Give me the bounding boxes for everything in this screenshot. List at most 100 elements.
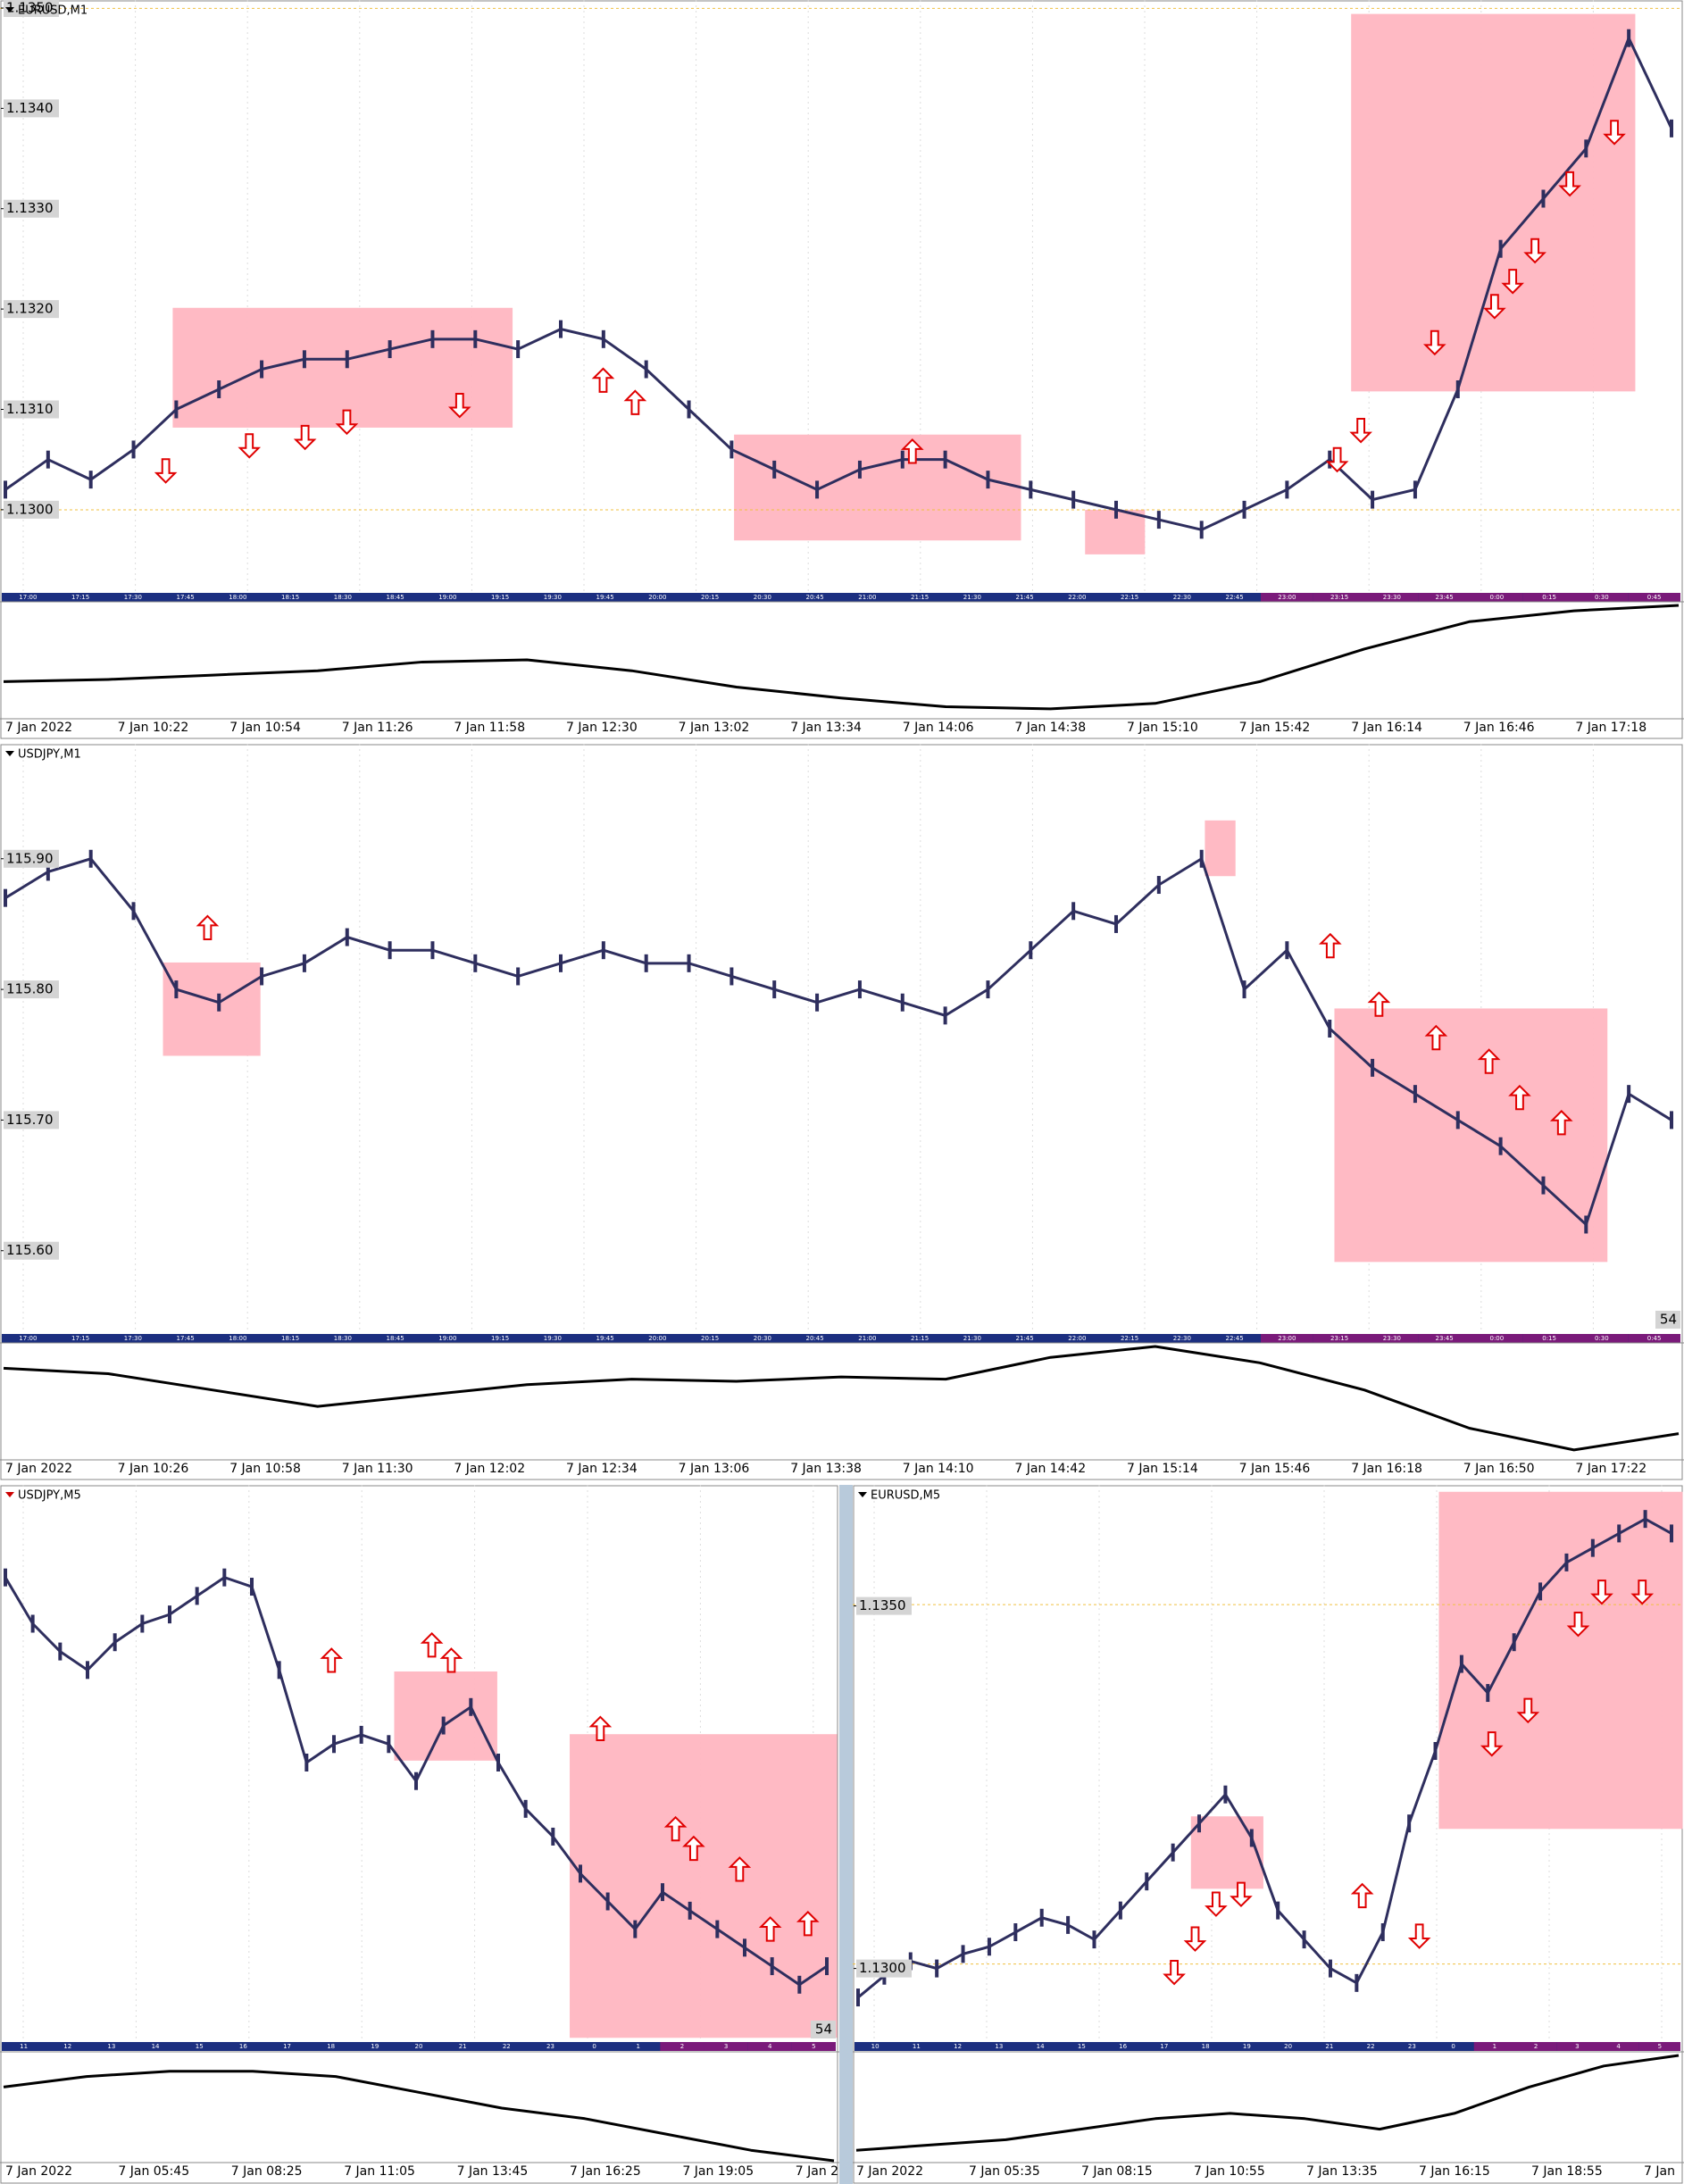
x-tick-label: 7 Jan 08:25: [231, 2164, 303, 2179]
session-label: 4: [1616, 2043, 1621, 2050]
x-tick-label: 7 Jan 12:30: [566, 721, 638, 735]
session-label: 0:00: [1490, 594, 1505, 601]
x-tick-label: 7 Jan 08:15: [1081, 2164, 1153, 2179]
title-marker: [858, 1492, 867, 1497]
session-label: 2: [1534, 2043, 1538, 2050]
session-label: 22: [1367, 2043, 1375, 2050]
x-tick-label: 7 Jan 2022: [856, 2164, 923, 2179]
arrow-up: [1603, 120, 1626, 146]
y-label-bg: [4, 99, 59, 118]
session-label: 10: [871, 2043, 880, 2050]
session-label: 18:15: [281, 594, 299, 601]
session-label: 17:15: [71, 1335, 89, 1342]
session-label: 18:00: [229, 594, 246, 601]
x-tick-label: 7 Jan 10:22: [118, 721, 189, 735]
arrow-up: [1325, 446, 1349, 473]
arrow-down: [196, 914, 220, 940]
panel-frame: [0, 1485, 838, 2184]
x-tick-label: 7 Jan 14:10: [903, 1462, 974, 1476]
arrow-up: [1590, 1580, 1613, 1605]
session-label: 13: [995, 2043, 1003, 2050]
session-label: 20: [415, 2043, 423, 2050]
y-label-bg: [4, 1241, 59, 1260]
session-label: 23:00: [1278, 1335, 1296, 1342]
session-label: 19:15: [491, 594, 509, 601]
session-label: 21:15: [911, 1335, 929, 1342]
session-label: 19:15: [491, 1335, 509, 1342]
session-label: 15: [196, 2043, 204, 2050]
session-label: 21: [1325, 2043, 1333, 2050]
session-label: 22: [503, 2043, 511, 2050]
y-tick-label: 115.90: [6, 850, 54, 866]
x-tick-label: 7 Jan 17:18: [1575, 721, 1646, 735]
session-seg: [1522, 1334, 1576, 1343]
session-label: 23: [1408, 2043, 1416, 2050]
x-tick-label: 7 Jan 17:22: [1575, 1462, 1646, 1476]
arrow-down: [591, 367, 615, 393]
session-label: 15: [1078, 2043, 1086, 2050]
arrow-up: [1349, 418, 1372, 444]
session-seg: [1638, 2042, 1680, 2051]
x-tick-label: 7 Jan 11:05: [344, 2164, 415, 2179]
session-label: 17: [283, 2043, 291, 2050]
session-label: 5: [1658, 2043, 1662, 2050]
session-label: 17:00: [19, 1335, 37, 1342]
session-label: 20:30: [754, 594, 771, 601]
session-label: 18: [327, 2043, 335, 2050]
session-label: 17:15: [71, 594, 89, 601]
session-seg: [1261, 1334, 1313, 1343]
session-seg: [1575, 1334, 1629, 1343]
corner-bg: [811, 2021, 836, 2038]
session-label: 23:15: [1330, 594, 1348, 601]
session-label: 18:45: [387, 594, 404, 601]
arrow-up: [154, 458, 178, 484]
session-seg: [1313, 593, 1366, 602]
session-label: 23:15: [1330, 1335, 1348, 1342]
panel-frame: [0, 0, 1683, 739]
y-label-bg: [4, 199, 59, 218]
title-marker: [5, 7, 14, 13]
session-label: 0:45: [1647, 1335, 1662, 1342]
x-tick-label: 7 Jan 15:10: [1127, 721, 1198, 735]
session-label: 0:00: [1490, 1335, 1505, 1342]
session-label: 23: [546, 2043, 554, 2050]
arrow-down: [1508, 1084, 1531, 1111]
session-label: 19:00: [438, 1335, 456, 1342]
arrow-down: [1477, 1048, 1501, 1074]
arrow-up: [335, 409, 359, 436]
arrow-up: [1183, 1926, 1207, 1952]
x-tick-label: 7 Jan 15:46: [1239, 1462, 1311, 1476]
arrow-up: [1630, 1580, 1655, 1605]
panel-frame: [853, 1485, 1683, 2184]
session-seg: [1471, 593, 1523, 602]
x-tick-label: 7 Jan 14:06: [903, 721, 974, 735]
session-label: 16: [239, 2043, 247, 2050]
session-label: 17: [1160, 2043, 1168, 2050]
session-label: 22:00: [1068, 594, 1086, 601]
arrow-up: [1163, 1959, 1186, 1986]
session-label: 20:00: [648, 1335, 666, 1342]
session-label: 22:30: [1173, 1335, 1191, 1342]
corner-label: 54: [1660, 1312, 1677, 1328]
x-tick-label: 7 Jan 12:34: [566, 1462, 638, 1476]
session-label: 18: [1202, 2043, 1210, 2050]
session-label: 14: [152, 2043, 160, 2050]
session-label: 20:15: [701, 1335, 719, 1342]
chart-title: EURUSD,M5: [871, 1489, 940, 1503]
session-label: 21:45: [1016, 1335, 1034, 1342]
y-tick-label: 1.1330: [6, 200, 54, 216]
session-seg: [747, 2042, 792, 2051]
arrow-down: [728, 1856, 752, 1882]
arrow-up: [238, 433, 262, 459]
session-label: 21:45: [1016, 594, 1034, 601]
session-label: 23:45: [1436, 594, 1454, 601]
arrow-up: [1480, 1731, 1504, 1757]
arrow-up: [1205, 1891, 1228, 1917]
session-label: 13: [107, 2043, 115, 2050]
session-label: 22:00: [1068, 1335, 1086, 1342]
session-label: 20:45: [806, 1335, 824, 1342]
session-seg: [1556, 2042, 1598, 2051]
price-line: [4, 856, 1672, 1228]
session-label: 5: [812, 2043, 815, 2050]
x-tick-label: 7 Jan 2022: [5, 721, 72, 735]
